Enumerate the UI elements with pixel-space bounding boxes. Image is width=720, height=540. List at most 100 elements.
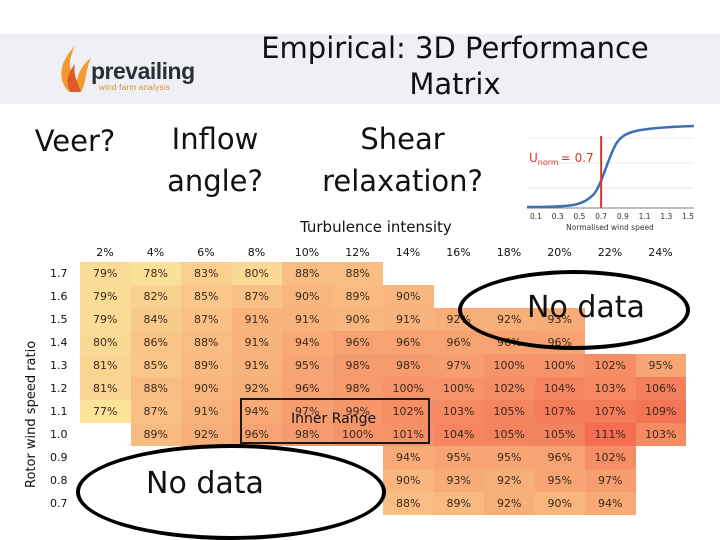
matrix-cell: 88%	[130, 377, 181, 400]
matrix-cell: 94%	[383, 446, 434, 469]
matrix-cell: 87%	[231, 285, 282, 308]
inset-tick-label: 0.3	[552, 212, 564, 221]
matrix-cell: 88%	[332, 262, 383, 285]
matrix-cell: 107%	[534, 400, 585, 423]
matrix-cell: 90%	[332, 308, 383, 331]
column-header: 12%	[345, 246, 370, 259]
inset-xlabel: Normalised wind speed	[566, 223, 654, 232]
row-header: 1.3	[50, 359, 68, 372]
matrix-cell: 94%	[282, 331, 333, 354]
matrix-cell: 82%	[130, 285, 181, 308]
column-header: 18%	[496, 246, 522, 259]
matrix-cell: 98%	[332, 354, 383, 377]
matrix-cell: 91%	[231, 354, 282, 377]
matrix-cell: 91%	[181, 400, 232, 423]
matrix-cell: 83%	[181, 262, 232, 285]
matrix-cell: 98%	[383, 354, 434, 377]
matrix-cell: 87%	[181, 308, 232, 331]
row-header: 1.1	[50, 405, 68, 418]
inset-unorm-label: Unorm = 0.7	[529, 151, 594, 167]
matrix-cell: 97%	[282, 400, 333, 423]
row-header: 1.2	[50, 382, 68, 395]
inner-range-box	[240, 398, 430, 444]
matrix-cell: 85%	[130, 354, 181, 377]
column-header: 20%	[547, 246, 572, 259]
matrix-cell: 90%	[383, 469, 434, 492]
matrix-cell: 109%	[635, 400, 686, 423]
row-header: 0.9	[50, 451, 68, 464]
normalised-wind-speed-inset: 0.1 0.3 0.5 0.7 0.9 1.1 1.3 1.5 Normalised wind…	[522, 118, 702, 236]
matrix-cell: 86%	[130, 331, 181, 354]
no-data-ellipse-left	[76, 444, 386, 540]
matrix-cell: 96%	[383, 331, 434, 354]
matrix-cell: 92%	[484, 469, 535, 492]
matrix-cell: 98%	[282, 423, 333, 446]
matrix-cell: 91%	[383, 308, 434, 331]
matrix-cell: 103%	[635, 423, 686, 446]
company-logo: prevailing wind farm analysis	[55, 40, 205, 95]
matrix-cell: 77%	[80, 400, 131, 423]
inner-range-label: Inner Range	[291, 411, 377, 427]
column-header: 10%	[294, 246, 320, 259]
matrix-cell: 89%	[130, 423, 181, 446]
row-header: 1.6	[50, 290, 68, 303]
matrix-cell: 79%	[80, 308, 131, 331]
row-header: 0.7	[50, 497, 68, 510]
inset-tick-label: 1.3	[660, 212, 672, 221]
matrix-cell: 100%	[433, 377, 484, 400]
inset-gridlines	[527, 137, 694, 189]
column-header: 4%	[146, 246, 165, 259]
matrix-cell: 100%	[332, 423, 383, 446]
matrix-cell: 92%	[484, 492, 535, 515]
header-band	[0, 34, 720, 104]
matrix-cell: 80%	[80, 331, 131, 354]
matrix-cell: 107%	[585, 400, 636, 423]
matrix-cell: 88%	[181, 331, 232, 354]
matrix-cell: 94%	[231, 400, 282, 423]
inset-tick-label: 1.1	[639, 212, 651, 221]
matrix-cell: 97%	[433, 354, 484, 377]
matrix-cell: 91%	[231, 308, 282, 331]
matrix-cell: 105%	[484, 400, 535, 423]
inset-tick-label: 0.5	[573, 212, 585, 221]
row-header: 0.8	[50, 474, 68, 487]
shear-relaxation-question: Shear relaxation?	[322, 122, 483, 198]
inflow-angle-question: Inflow angle?	[167, 122, 263, 198]
no-data-ellipse-right	[458, 270, 690, 350]
matrix-cell: 106%	[635, 377, 686, 400]
matrix-cell: 100%	[484, 354, 535, 377]
row-header: 1.5	[50, 313, 68, 326]
matrix-cell: 80%	[231, 262, 282, 285]
matrix-cell: 78%	[130, 262, 181, 285]
matrix-cell: 111%	[585, 423, 636, 446]
matrix-cell: 96%	[282, 377, 333, 400]
matrix-cell: 102%	[585, 446, 636, 469]
veer-question: Veer?	[34, 124, 116, 158]
row-header: 1.0	[50, 428, 68, 441]
matrix-cell: 84%	[130, 308, 181, 331]
inset-tick-label: 1.5	[682, 212, 694, 221]
matrix-cell: 85%	[181, 285, 232, 308]
matrix-cell: 79%	[80, 285, 131, 308]
matrix-cell: 87%	[130, 400, 181, 423]
matrix-cell: 105%	[534, 423, 585, 446]
matrix-cell: 90%	[282, 285, 333, 308]
matrix-cell: 96%	[433, 331, 484, 354]
column-header: 22%	[597, 246, 623, 259]
inset-curve	[526, 124, 695, 209]
no-data-label-right: No data	[527, 290, 645, 325]
matrix-cell: 95%	[635, 354, 686, 377]
matrix-cell: 101%	[383, 423, 434, 446]
inset-tick-label: 0.9	[617, 212, 629, 221]
logo-tagline: wind farm analysis	[99, 83, 171, 92]
inset-tick-label: 0.1	[530, 212, 542, 221]
matrix-cell: 99%	[332, 400, 383, 423]
matrix-cell: 100%	[383, 377, 434, 400]
column-header: 24%	[648, 246, 673, 259]
row-header: 1.4	[50, 336, 68, 349]
column-header: 16%	[446, 246, 471, 259]
matrix-cell: 105%	[484, 423, 535, 446]
row-header: 1.7	[50, 267, 68, 280]
matrix-cell: 88%	[383, 492, 434, 515]
matrix-cell: 96%	[332, 331, 383, 354]
